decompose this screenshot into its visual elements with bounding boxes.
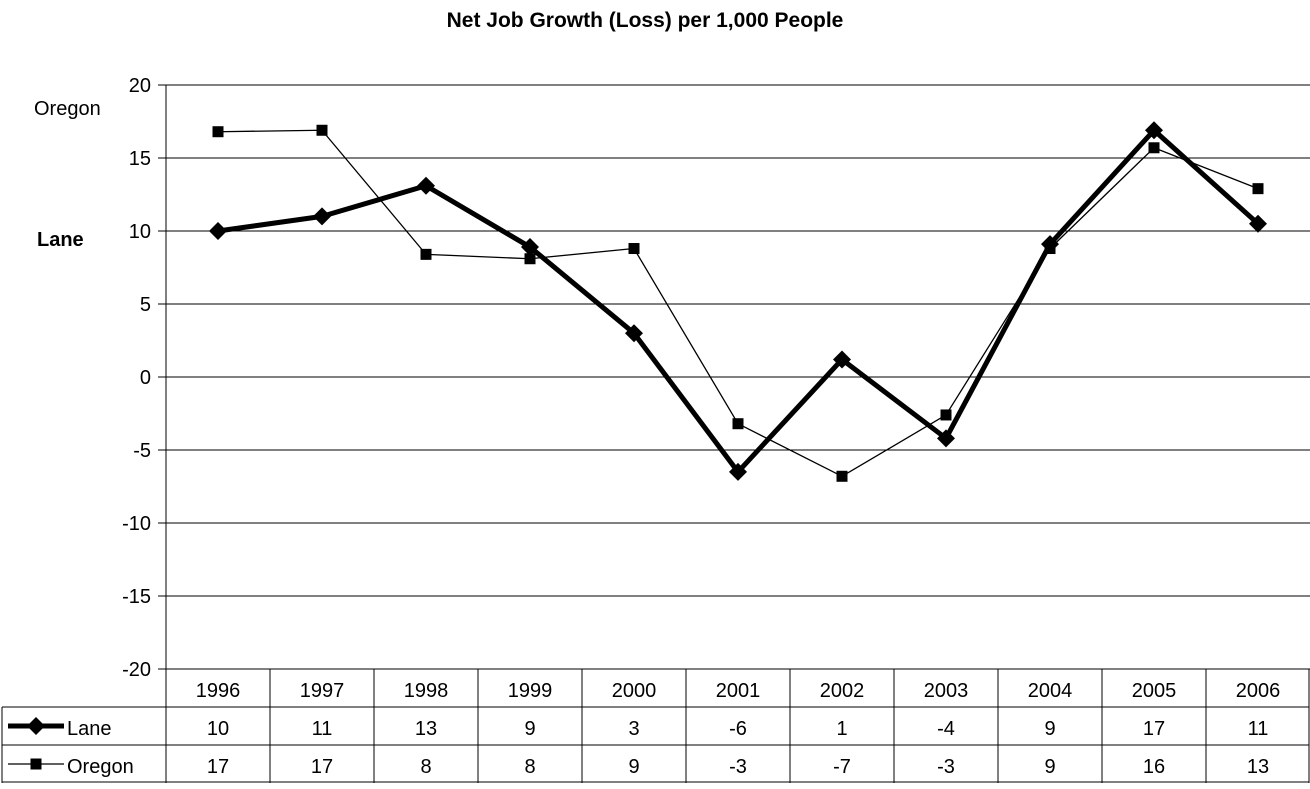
x-tick-label: 2006	[1236, 680, 1281, 702]
x-tick-label: 2003	[924, 680, 969, 702]
legend-label-lane: Lane	[67, 718, 112, 740]
table-cell-oregon: -3	[729, 756, 747, 778]
y-tick-label: 15	[129, 148, 151, 170]
legend-key-lane	[8, 717, 64, 735]
data-point-oregon	[420, 248, 432, 260]
y-tick-label: 10	[129, 221, 151, 243]
table-cell-lane: 9	[1044, 718, 1055, 740]
table-cell-oregon: 9	[628, 756, 639, 778]
data-point-lane	[417, 176, 435, 195]
table-cell-oregon: 16	[1143, 756, 1165, 778]
x-tick-label: 2005	[1132, 680, 1177, 702]
x-tick-label: 1996	[196, 680, 241, 702]
y-tick-label: 5	[140, 294, 151, 316]
y-tick-label: 0	[140, 367, 151, 389]
data-point-oregon	[316, 124, 328, 136]
data-point-lane	[521, 238, 539, 257]
data-point-oregon	[524, 253, 536, 265]
data-point-oregon	[836, 470, 848, 482]
table-cell-lane: 1	[836, 718, 847, 740]
chart-title: Net Job Growth (Loss) per 1,000 People	[447, 9, 844, 32]
data-point-lane	[729, 462, 747, 481]
data-point-lane	[1145, 121, 1163, 140]
data-point-lane	[1249, 214, 1267, 233]
table-cell-lane: 3	[628, 718, 639, 740]
table-cell-lane: 9	[524, 718, 535, 740]
x-tick-label: 2002	[820, 680, 865, 702]
table-cell-lane: -4	[937, 718, 955, 740]
series-lane	[209, 121, 1267, 481]
x-tick-label: 2001	[716, 680, 761, 702]
data-point-oregon	[1252, 183, 1264, 195]
data-point-oregon	[732, 418, 744, 430]
y-tick-label: -20	[122, 659, 151, 681]
y-tick-label: 20	[129, 75, 151, 97]
data-point-lane	[209, 222, 227, 240]
table-cell-oregon: 8	[524, 756, 535, 778]
table-cell-oregon: 17	[311, 756, 333, 778]
data-point-oregon	[628, 243, 640, 255]
table-cell-oregon: 13	[1247, 756, 1269, 778]
table-cell-lane: 11	[312, 718, 333, 740]
side-label-oregon: Oregon	[34, 98, 101, 120]
table-cell-oregon: 8	[420, 756, 431, 778]
table-cell-oregon: -7	[833, 756, 851, 778]
series-oregon	[212, 124, 1264, 482]
data-point-lane	[625, 324, 643, 343]
data-point-oregon	[1044, 243, 1056, 255]
legend-label-oregon: Oregon	[67, 756, 134, 778]
data-point-lane	[937, 429, 955, 448]
table-cell-oregon: 17	[207, 756, 229, 778]
table-cell-lane: 11	[1248, 718, 1269, 740]
table-cell-lane: -6	[729, 718, 747, 740]
table-cell-lane: 10	[207, 718, 229, 740]
data-point-lane	[313, 207, 331, 226]
data-point-oregon	[940, 409, 952, 421]
table-cell-oregon: -3	[937, 756, 955, 778]
table-cell-lane: 17	[1143, 718, 1165, 740]
side-label-lane: Lane	[37, 229, 84, 251]
x-tick-label: 1998	[404, 680, 449, 702]
table-cell-oregon: 9	[1044, 756, 1055, 778]
x-tick-label: 2004	[1028, 680, 1073, 702]
y-tick-label: -10	[122, 513, 151, 535]
x-tick-label: 1999	[508, 680, 553, 702]
data-point-lane	[833, 350, 851, 369]
x-tick-label: 2000	[612, 680, 657, 702]
y-tick-label: -5	[133, 440, 151, 462]
x-tick-label: 1997	[300, 680, 345, 702]
y-tick-label: -15	[122, 586, 151, 608]
legend-marker-oregon	[30, 758, 42, 770]
table-cell-lane: 13	[415, 718, 437, 740]
legend-marker-lane	[27, 717, 45, 735]
legend-key-oregon	[8, 758, 64, 770]
data-point-oregon	[212, 126, 224, 138]
data-point-oregon	[1148, 142, 1160, 154]
